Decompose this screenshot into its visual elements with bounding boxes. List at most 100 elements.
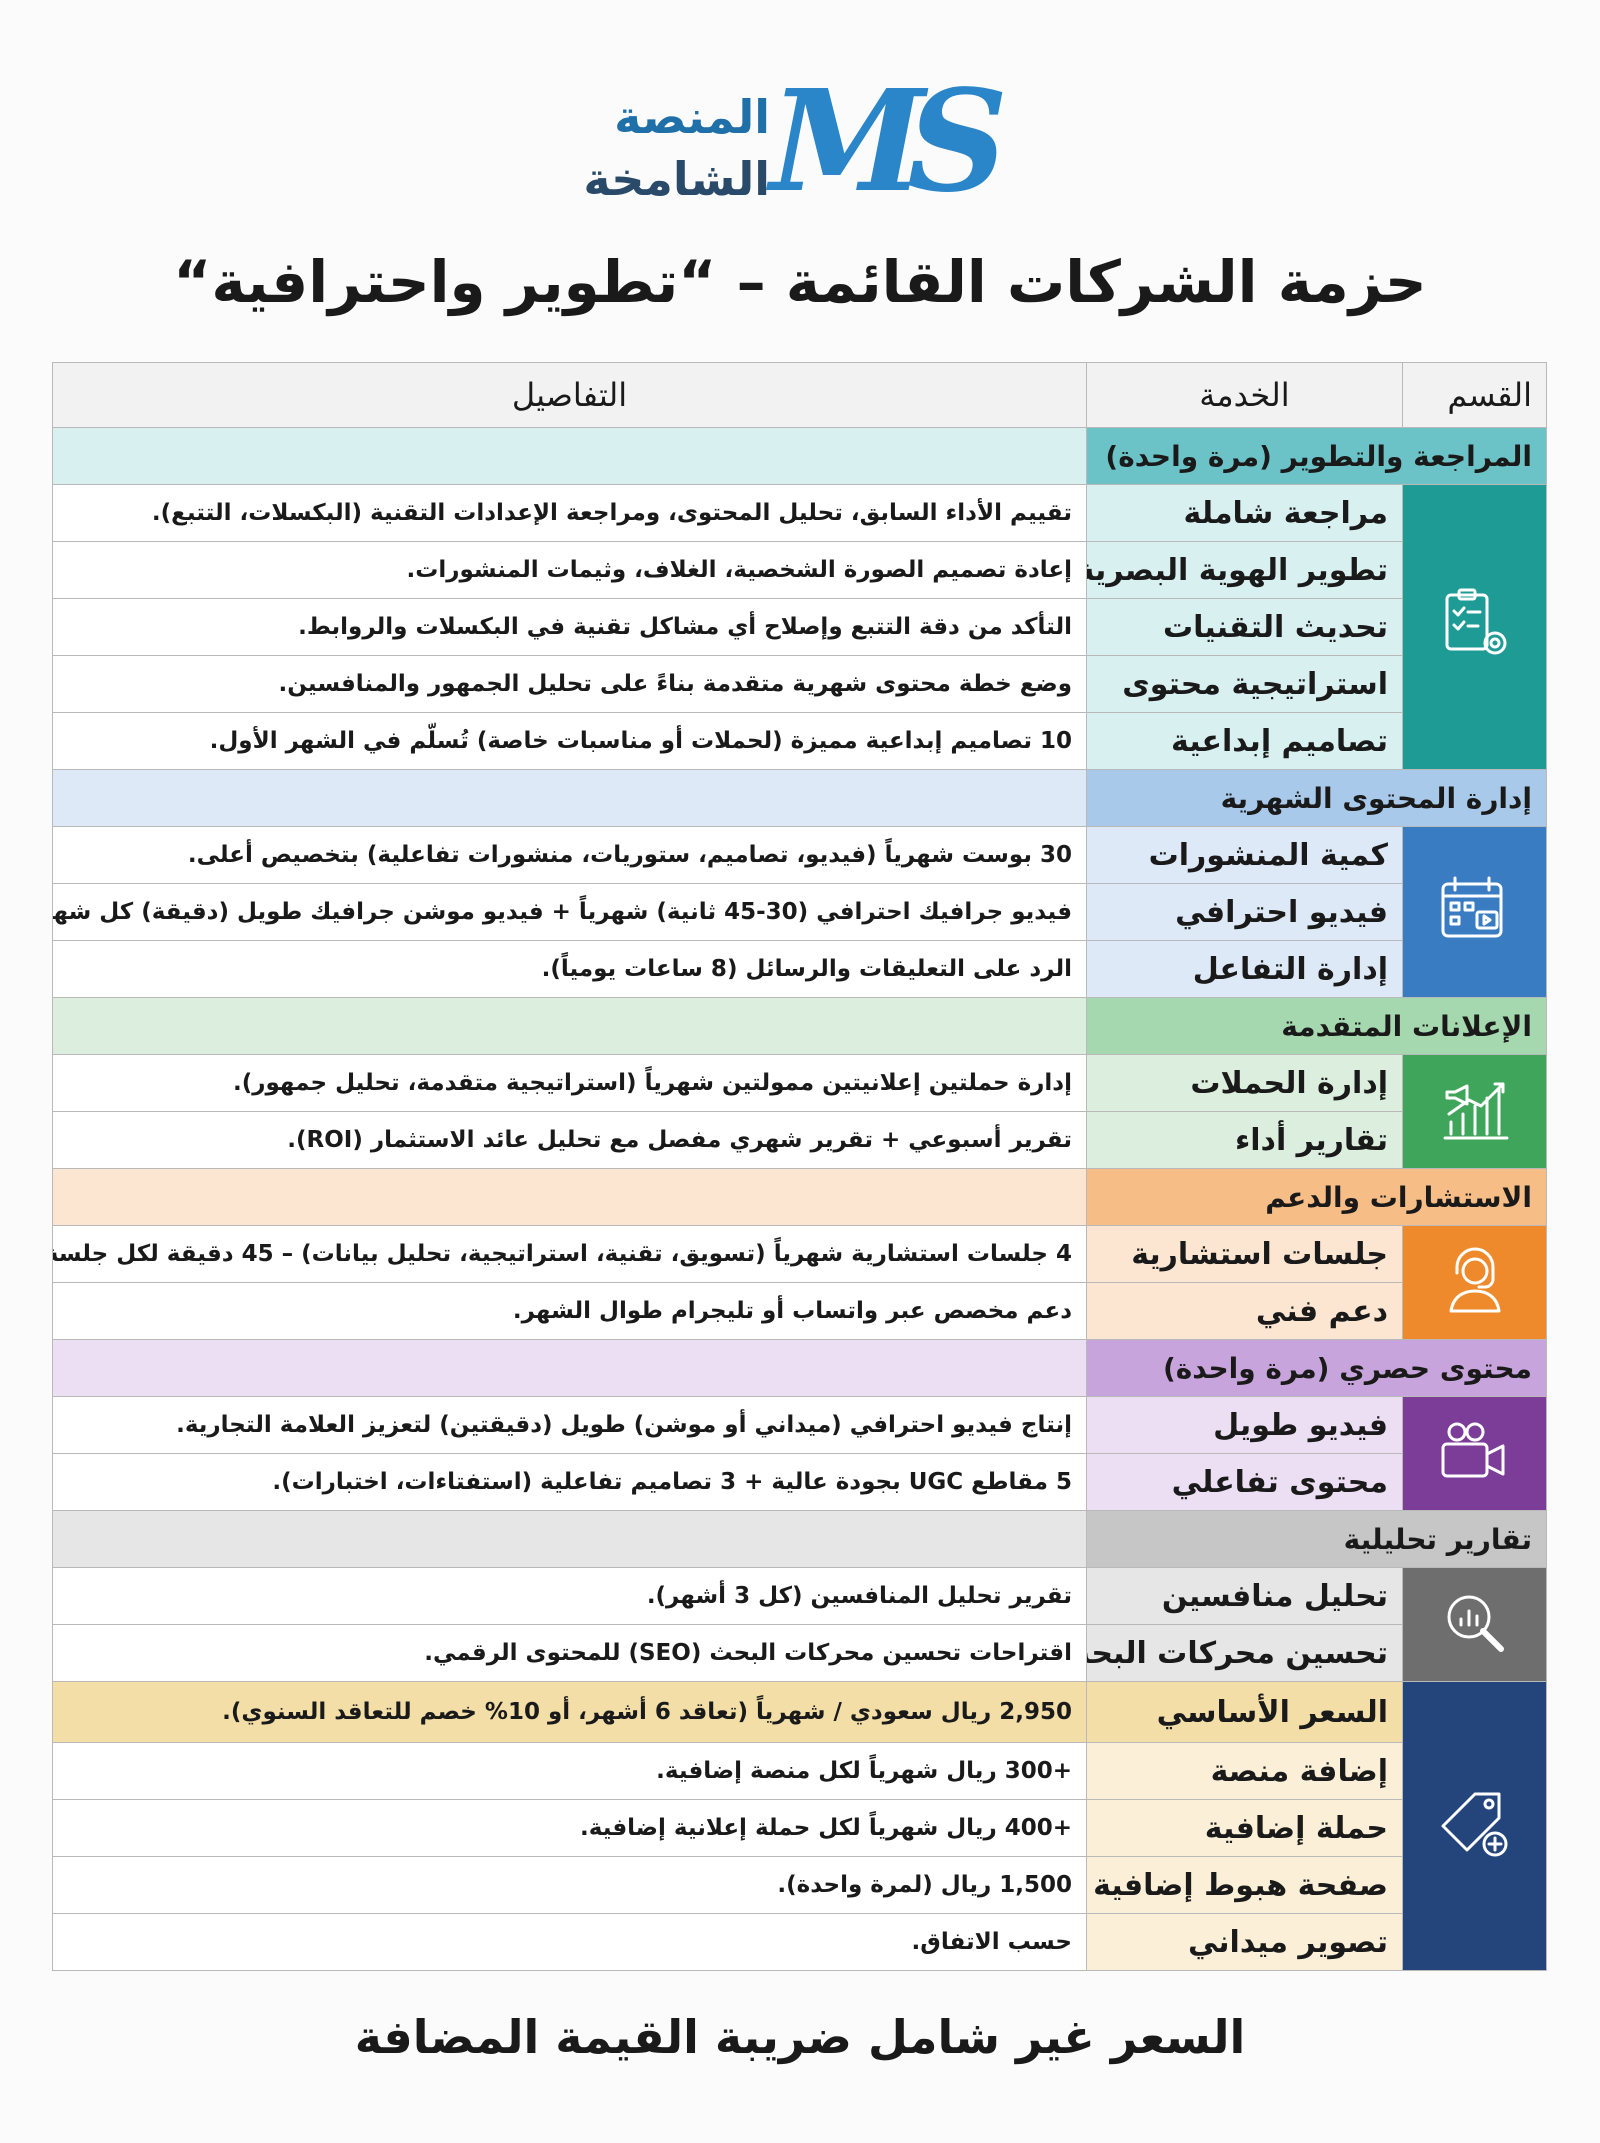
- section-icon: [1449, 1247, 1500, 1312]
- service-row: فيديو احترافي فيديو جرافيك احترافي (30-45…: [52, 883, 1547, 941]
- service-row: مراجعة شاملة تقييم الأداء السابق، تحليل ا…: [52, 484, 1547, 770]
- service-details: 4 جلسات استشارية شهرياً (تسويق، تقنية، ا…: [52, 1225, 1087, 1283]
- service-details: 30 بوست شهرياً (فيديو، تصاميم، ستوريات، …: [52, 826, 1087, 884]
- page-title: حزمة الشركات القائمة – “تطوير واحترافية“: [173, 248, 1427, 316]
- service-name: جلسات استشارية: [1086, 1225, 1403, 1283]
- section-title: محتوى حصري (مرة واحدة): [1086, 1339, 1547, 1397]
- section-row: المراجعة والتطوير (مرة واحدة): [52, 427, 1547, 485]
- section-spacer: [52, 1168, 1087, 1226]
- service-row: دعم فني دعم مخصص عبر واتساب أو تليجرام طو…: [52, 1282, 1547, 1340]
- service-name: فيديو طويل: [1086, 1396, 1403, 1454]
- service-name: تصوير ميداني: [1086, 1913, 1403, 1971]
- service-row: تحديث التقنيات التأكد من دقة التتبع وإصلا…: [52, 598, 1547, 656]
- header-row: القسم الخدمة التفاصيل: [52, 362, 1547, 428]
- service-row: تقارير أداء تقرير أسبوعي + تقرير شهري مفص…: [52, 1111, 1547, 1169]
- section-icon: [1447, 1595, 1504, 1652]
- package-table: القسم الخدمة التفاصيل المراجعة والتطوير …: [52, 362, 1547, 1971]
- section-icon: [1441, 1422, 1504, 1477]
- service-details: 10 تصاميم إبداعية مميزة (لحملات أو مناسب…: [52, 712, 1087, 770]
- service-details: دعم مخصص عبر واتساب أو تليجرام طوال الشه…: [52, 1282, 1087, 1340]
- service-row: تصاميم إبداعية 10 تصاميم إبداعية مميزة (ل…: [52, 712, 1547, 770]
- service-row: إدارة الحملات إدارة حملتين إعلانيتين ممول…: [52, 1054, 1547, 1169]
- service-details: 5 مقاطع UGC بجودة عالية + 3 تصاميم تفاعل…: [52, 1453, 1087, 1511]
- service-name: تحليل منافسين: [1086, 1567, 1403, 1625]
- service-name: السعر الأساسي: [1086, 1681, 1403, 1743]
- section-icon-cell: [1402, 1567, 1547, 1682]
- service-details: إدارة حملتين إعلانيتين ممولتين شهرياً (ا…: [52, 1054, 1087, 1112]
- service-row: حملة إضافية +400 ريال شهرياً لكل حملة إعل…: [52, 1799, 1547, 1857]
- logo: MS المنصة الشامخة: [583, 60, 1010, 224]
- service-row: إدارة التفاعل الرد على التعليقات والرسائل…: [52, 940, 1547, 998]
- service-name: حملة إضافية: [1086, 1799, 1403, 1857]
- service-details: +400 ريال شهرياً لكل حملة إعلانية إضافية…: [52, 1799, 1087, 1857]
- section-title: إدارة المحتوى الشهرية: [1086, 769, 1547, 827]
- service-details: 1,500 ريال (لمرة واحدة).: [52, 1856, 1087, 1914]
- section-row: الاستشارات والدعم: [52, 1168, 1547, 1226]
- service-row: تحسين محركات البحث اقتراحات تحسين محركات …: [52, 1624, 1547, 1682]
- service-name: استراتيجية محتوى: [1086, 655, 1403, 713]
- section-row: الإعلانات المتقدمة: [52, 997, 1547, 1055]
- column-header: الخدمة: [1086, 362, 1403, 428]
- service-details: وضع خطة محتوى شهرية متقدمة بناءً على تحل…: [52, 655, 1087, 713]
- footer-note: السعر غير شامل ضريبة القيمة المضافة: [354, 2010, 1246, 2064]
- service-name: تحديث التقنيات: [1086, 598, 1403, 656]
- service-row: إضافة منصة +300 ريال شهرياً لكل منصة إضاف…: [52, 1742, 1547, 1800]
- service-row: تصوير ميداني حسب الاتفاق.: [52, 1913, 1547, 1971]
- section-spacer: [52, 1510, 1087, 1568]
- section-icon: [1441, 876, 1502, 938]
- service-row: فيديو طويل إنتاج فيديو احترافي (ميداني أو…: [52, 1396, 1547, 1511]
- logo-mark: MS: [770, 60, 1008, 224]
- service-row: محتوى تفاعلي 5 مقاطع UGC بجودة عالية + 3 …: [52, 1453, 1547, 1511]
- service-name: دعم فني: [1086, 1282, 1403, 1340]
- service-details: التأكد من دقة التتبع وإصلاح أي مشاكل تقن…: [52, 598, 1087, 656]
- service-name: تحسين محركات البحث: [1086, 1624, 1403, 1682]
- service-name: إدارة التفاعل: [1086, 940, 1403, 998]
- section-icon-cell: [1402, 1681, 1547, 1971]
- section-title: تقارير تحليلية: [1086, 1510, 1547, 1568]
- section-icon: [1445, 588, 1506, 655]
- service-name: مراجعة شاملة: [1086, 484, 1403, 542]
- service-name: كمية المنشورات: [1086, 826, 1403, 884]
- section-row: محتوى حصري (مرة واحدة): [52, 1339, 1547, 1397]
- section-icon-cell: [1402, 1396, 1547, 1511]
- service-name: تصاميم إبداعية: [1086, 712, 1403, 770]
- section-icon: [1443, 1082, 1508, 1139]
- service-row: السعر الأساسي 2,950 ريال سعودي / شهرياً (…: [52, 1681, 1547, 1971]
- service-row: تطوير الهوية البصرية إعادة تصميم الصورة ا…: [52, 541, 1547, 599]
- section-icon-cell: [1402, 1225, 1547, 1340]
- service-details: فيديو جرافيك احترافي (30-45 ثانية) شهريا…: [52, 883, 1087, 941]
- service-details: +300 ريال شهرياً لكل منصة إضافية.: [52, 1742, 1087, 1800]
- section-icon-cell: [1402, 826, 1547, 998]
- section-spacer: [52, 769, 1087, 827]
- section-spacer: [52, 997, 1087, 1055]
- service-row: صفحة هبوط إضافية 1,500 ريال (لمرة واحدة).: [52, 1856, 1547, 1914]
- service-row: جلسات استشارية 4 جلسات استشارية شهرياً (ت…: [52, 1225, 1547, 1340]
- section-title: الإعلانات المتقدمة: [1086, 997, 1547, 1055]
- section-row: تقارير تحليلية: [52, 1510, 1547, 1568]
- column-header: القسم: [1402, 362, 1547, 428]
- section-spacer: [52, 1339, 1087, 1397]
- section-title: المراجعة والتطوير (مرة واحدة): [1086, 427, 1547, 485]
- service-details: 2,950 ريال سعودي / شهرياً (تعاقد 6 أشهر،…: [52, 1681, 1087, 1743]
- column-header: التفاصيل: [52, 362, 1087, 428]
- service-details: إنتاج فيديو احترافي (ميداني أو موشن) طوي…: [52, 1396, 1087, 1454]
- service-name: تقارير أداء: [1086, 1111, 1403, 1169]
- service-details: تقرير أسبوعي + تقرير شهري مفصل مع تحليل …: [52, 1111, 1087, 1169]
- service-details: حسب الاتفاق.: [52, 1913, 1087, 1971]
- service-row: تحليل منافسين تقرير تحليل المنافسين (كل 3…: [52, 1567, 1547, 1682]
- service-row: كمية المنشورات 30 بوست شهرياً (فيديو، تصا…: [52, 826, 1547, 998]
- section-row: إدارة المحتوى الشهرية: [52, 769, 1547, 827]
- logo-text: الشامخة: [583, 152, 770, 206]
- service-name: صفحة هبوط إضافية: [1086, 1856, 1403, 1914]
- service-name: إدارة الحملات: [1086, 1054, 1403, 1112]
- service-row: استراتيجية محتوى وضع خطة محتوى شهرية متقد…: [52, 655, 1547, 713]
- service-details: اقتراحات تحسين محركات البحث (SEO) للمحتو…: [52, 1624, 1087, 1682]
- service-name: محتوى تفاعلي: [1086, 1453, 1403, 1511]
- service-name: تطوير الهوية البصرية: [1086, 541, 1403, 599]
- service-details: تقييم الأداء السابق، تحليل المحتوى، ومرا…: [52, 484, 1087, 542]
- section-title: الاستشارات والدعم: [1086, 1168, 1547, 1226]
- section-icon-cell: [1402, 484, 1547, 770]
- logo-text: المنصة: [614, 90, 770, 144]
